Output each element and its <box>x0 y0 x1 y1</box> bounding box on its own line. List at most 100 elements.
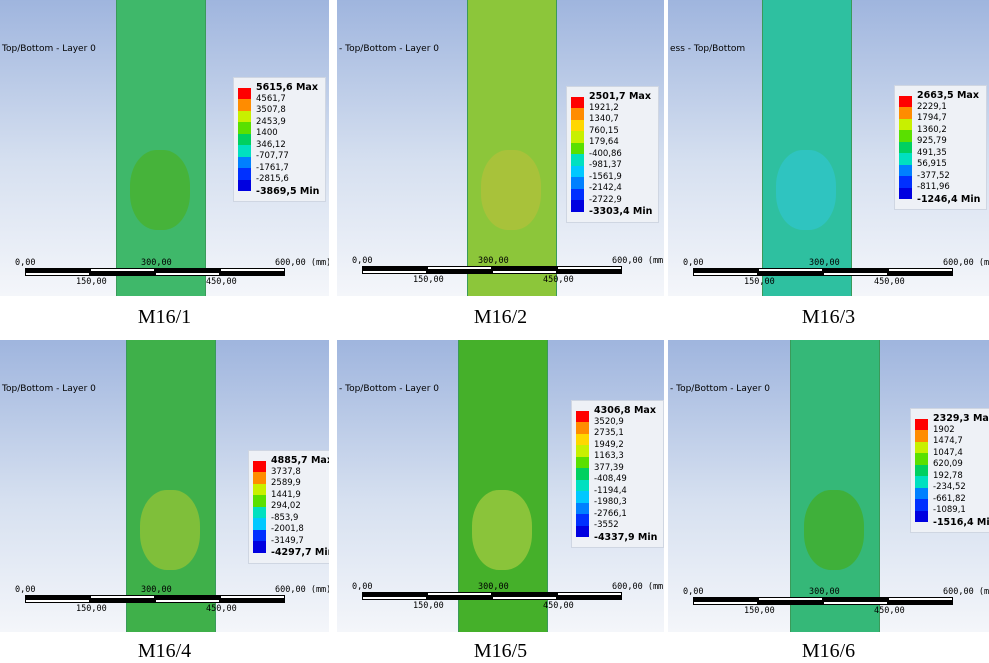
legend-label: -1516,4 Min <box>915 517 989 529</box>
legend-text: 760,15 <box>589 126 619 136</box>
figure: Top/Bottom - Layer 05615,6 Max4561,73507… <box>0 0 989 662</box>
legend-text: -707,77 <box>256 151 289 161</box>
panel-header: - Top/Bottom - Layer 0 <box>339 44 439 54</box>
legend-text: -1980,3 <box>594 497 627 507</box>
legend-text: 4561,7 <box>256 94 286 104</box>
legend-label: 179,64 <box>571 137 652 149</box>
scale-label: 150,00 <box>744 277 775 287</box>
legend-text: -2766,1 <box>594 509 627 519</box>
scale-segment <box>220 599 285 603</box>
scale-label: 450,00 <box>206 604 237 614</box>
legend-label: -3869,5 Min <box>238 186 319 198</box>
legend-text: -2142,4 <box>589 183 622 193</box>
stress-zone <box>130 150 190 230</box>
result-panel: Top/Bottom - Layer 04885,7 Max3737,82589… <box>0 340 329 632</box>
scale-segment <box>427 596 492 600</box>
legend-label: -1561,9 <box>571 172 652 184</box>
result-panel: - Top/Bottom - Layer 04306,8 Max3520,927… <box>337 340 664 632</box>
panel-header: ess - Top/Bottom <box>670 44 745 54</box>
legend-text: 3520,9 <box>594 417 624 427</box>
scale-segment <box>823 272 888 276</box>
legend-label: -400,86 <box>571 149 652 161</box>
scale-segment <box>492 270 557 274</box>
legend-label: 4561,7 <box>238 94 319 106</box>
legend-label: 1441,9 <box>253 490 329 502</box>
caption: M16/3 <box>729 306 929 329</box>
legend-text: -811,96 <box>917 182 950 192</box>
scale-label: 0,00 <box>352 582 372 592</box>
result-panel: - Top/Bottom - Layer 0 2501,7 Max1921,213… <box>337 0 664 296</box>
caption: M16/5 <box>401 640 601 663</box>
legend-text: 1474,7 <box>933 436 963 446</box>
legend-text: -2815,6 <box>256 174 289 184</box>
plate-strip <box>116 0 206 296</box>
legend-label: -811,96 <box>899 182 980 194</box>
legend-text: 1163,3 <box>594 451 624 461</box>
legend-text: -234,52 <box>933 482 966 492</box>
scale-label: 600,00 (mm) <box>943 258 989 268</box>
legend-label: 1340,7 <box>571 114 652 126</box>
scale-label: 300,00 <box>141 585 172 595</box>
legend-text: -2001,8 <box>271 524 304 534</box>
stress-zone <box>472 490 532 570</box>
legend-label: 192,78 <box>915 471 989 483</box>
scale-label: 300,00 <box>809 587 840 597</box>
scale-segment <box>90 599 155 603</box>
scale-segment <box>427 270 492 274</box>
legend-label: -1089,1 <box>915 505 989 517</box>
legend: 4306,8 Max3520,92735,11949,21163,3377,39… <box>571 400 664 548</box>
legend-text: 1949,2 <box>594 440 624 450</box>
scale-label: 300,00 <box>809 258 840 268</box>
scale-label: 300,00 <box>478 582 509 592</box>
scale-label: 0,00 <box>15 585 35 595</box>
legend-text: 1921,2 <box>589 103 619 113</box>
legend-label: -4297,7 Min <box>253 547 329 559</box>
legend-text: 1441,9 <box>271 490 301 500</box>
stress-zone <box>804 490 864 570</box>
legend-label: 2453,9 <box>238 117 319 129</box>
legend-text: -1561,9 <box>589 172 622 182</box>
legend-text: 56,915 <box>917 159 947 169</box>
scale-segment <box>25 272 90 276</box>
legend-text: 2735,1 <box>594 428 624 438</box>
legend-label: 4885,7 Max <box>253 455 329 467</box>
legend-text: -377,52 <box>917 171 950 181</box>
legend-label: 3737,8 <box>253 467 329 479</box>
legend-label: -408,49 <box>576 474 657 486</box>
scale-segment <box>362 270 427 274</box>
legend-text: 346,12 <box>256 140 286 150</box>
scale-segment <box>155 599 220 603</box>
scale-segment <box>557 596 622 600</box>
legend-label: -3552 <box>576 520 657 532</box>
scale-segment <box>693 272 758 276</box>
legend-label: -2142,4 <box>571 183 652 195</box>
scale-segment <box>492 596 557 600</box>
legend-text: 1902 <box>933 425 955 435</box>
scale-label: 600,00 (mm) <box>943 587 989 597</box>
panel-header: - Top/Bottom - Layer 0 <box>670 384 770 394</box>
legend-text: -4297,7 Min <box>271 547 329 558</box>
scale-label: 0,00 <box>683 258 703 268</box>
caption: M16/2 <box>401 306 601 329</box>
legend-text: 2501,7 Max <box>589 91 651 102</box>
legend-text: -1089,1 <box>933 505 966 515</box>
legend-label: 1921,2 <box>571 103 652 115</box>
legend-label: -4337,9 Min <box>576 532 657 544</box>
legend-text: 3737,8 <box>271 467 301 477</box>
scale-segment <box>25 599 90 603</box>
legend-label: -661,82 <box>915 494 989 506</box>
legend-text: 5615,6 Max <box>256 82 318 93</box>
legend-label: 346,12 <box>238 140 319 152</box>
legend-label: 2329,3 Max <box>915 413 989 425</box>
legend-text: -3552 <box>594 520 619 530</box>
legend-label: -981,37 <box>571 160 652 172</box>
legend-text: -853,9 <box>271 513 298 523</box>
scale-label: 150,00 <box>413 601 444 611</box>
scale-label: 600,00 (mm) <box>275 585 329 595</box>
scale-bar: 0,00300,00600,00 (mm)150,00450,00 <box>693 587 953 617</box>
